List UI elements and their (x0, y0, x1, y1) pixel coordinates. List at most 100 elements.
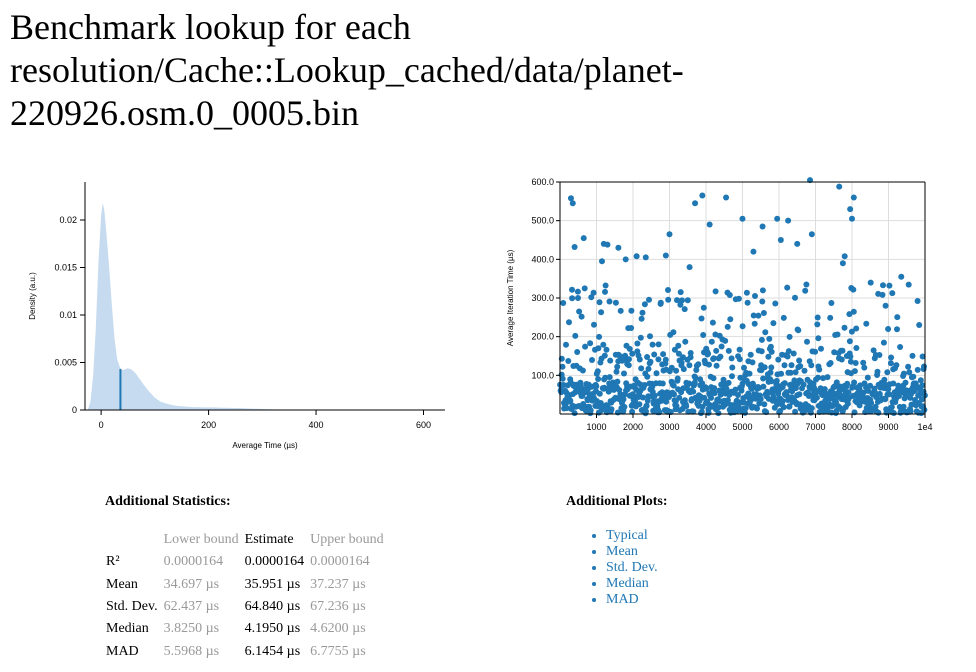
plot-link-mad[interactable]: MAD (606, 592, 639, 607)
scatter-point (760, 383, 767, 390)
scatter-point (675, 350, 682, 357)
y-tick-label: 500.0 (531, 216, 554, 226)
scatter-point (699, 380, 706, 387)
scatter-point (676, 394, 683, 401)
scatter-point (813, 394, 820, 401)
scatter-point (770, 394, 777, 400)
scatter-point (725, 347, 732, 354)
scatter-point (711, 385, 718, 392)
scatter-point (651, 392, 658, 399)
scatter-point (617, 307, 624, 314)
scatter-point (690, 388, 697, 395)
scatter-point (803, 281, 810, 288)
scatter-point (671, 391, 677, 398)
scatter-point (600, 341, 607, 348)
scatter-point (651, 351, 658, 358)
scatter-point (788, 362, 795, 369)
scatter-point (653, 370, 660, 377)
scatter-point (706, 221, 713, 228)
scatter-point (886, 282, 893, 289)
scatter-point (593, 383, 600, 390)
scatter-point (729, 373, 735, 380)
scatter-point (916, 322, 923, 328)
scatter-point (844, 380, 851, 387)
additional-plots-heading: Additional Plots: (566, 494, 668, 509)
scatter-point (646, 296, 652, 303)
scatter-point (841, 324, 848, 331)
scatter-point (621, 403, 628, 410)
upper-bound-value: 6.7755 µs (310, 643, 366, 659)
scatter-point (906, 369, 913, 376)
scatter-point (657, 299, 664, 306)
scatter-point (612, 299, 619, 306)
scatter-point (872, 389, 879, 396)
scatter-point (710, 375, 717, 382)
scatter-point (784, 284, 791, 291)
scatter-point (767, 343, 774, 350)
scatter-point (594, 368, 601, 375)
scatter-point (590, 289, 597, 296)
scatter-point (565, 358, 572, 364)
scatter-point (574, 349, 581, 355)
scatter-point (765, 353, 772, 360)
scatter-point (571, 410, 578, 417)
scatter-point (792, 408, 799, 415)
scatter-point (665, 287, 671, 293)
y-tick-label: 0.015 (54, 263, 77, 273)
scatter-point (785, 348, 792, 355)
scatter-point (914, 366, 921, 373)
scatter-point (603, 346, 610, 353)
density-area (87, 202, 327, 410)
scatter-point (880, 339, 887, 346)
scatter-point (909, 352, 916, 359)
scatter-point (787, 369, 794, 376)
plot-link-median[interactable]: Median (606, 576, 649, 591)
x-tick-label: 4000 (696, 422, 716, 432)
x-tick-label: 600 (416, 420, 431, 430)
scatter-point (723, 194, 730, 201)
scatter-point (735, 392, 741, 398)
y-tick-label: 400.0 (531, 254, 554, 264)
plot-link-typical[interactable]: Typical (606, 528, 648, 543)
scatter-point (783, 392, 790, 399)
scatter-point (715, 410, 722, 417)
scatter-point (680, 354, 686, 361)
scatter-point (884, 369, 891, 376)
scatter-point (581, 285, 588, 292)
scatter-point (881, 381, 888, 388)
statistics-header-row: Lower bound Estimate Upper bound (103, 529, 387, 551)
scatter-point (846, 338, 853, 345)
scatter-point (621, 370, 627, 377)
scatter-point (628, 307, 635, 314)
scatter-point (604, 241, 611, 248)
scatter-point (732, 386, 739, 393)
scatter-point (907, 408, 914, 415)
estimate-value: 4.1950 µs (244, 621, 301, 637)
scatter-point (692, 374, 699, 381)
scatter-point (792, 294, 798, 301)
plot-link-std-dev[interactable]: Std. Dev. (606, 560, 658, 575)
scatter-point (629, 350, 636, 357)
scatter-point (708, 394, 715, 401)
scatter-point (885, 386, 892, 392)
scatter-point (741, 364, 747, 371)
scatter-point (617, 353, 623, 360)
scatter-point (796, 391, 803, 398)
plot-link-mean[interactable]: Mean (606, 544, 638, 559)
scatter-point (847, 353, 854, 360)
scatter-point (795, 327, 802, 334)
scatter-point (681, 306, 688, 313)
scatter-point (777, 237, 784, 243)
scatter-point (781, 380, 788, 387)
x-tick-label: 9000 (878, 422, 898, 432)
y-axis-label: Average Iteration Time (µs) (506, 249, 515, 346)
scatter-point (559, 375, 566, 382)
scatter-point (666, 231, 673, 238)
scatter-point (827, 314, 834, 321)
scatter-point (836, 183, 843, 190)
scatter-point (762, 329, 769, 336)
scatter-point (567, 397, 574, 404)
scatter-point (634, 340, 641, 347)
scatter-point (800, 381, 807, 388)
scatter-point (647, 358, 654, 365)
